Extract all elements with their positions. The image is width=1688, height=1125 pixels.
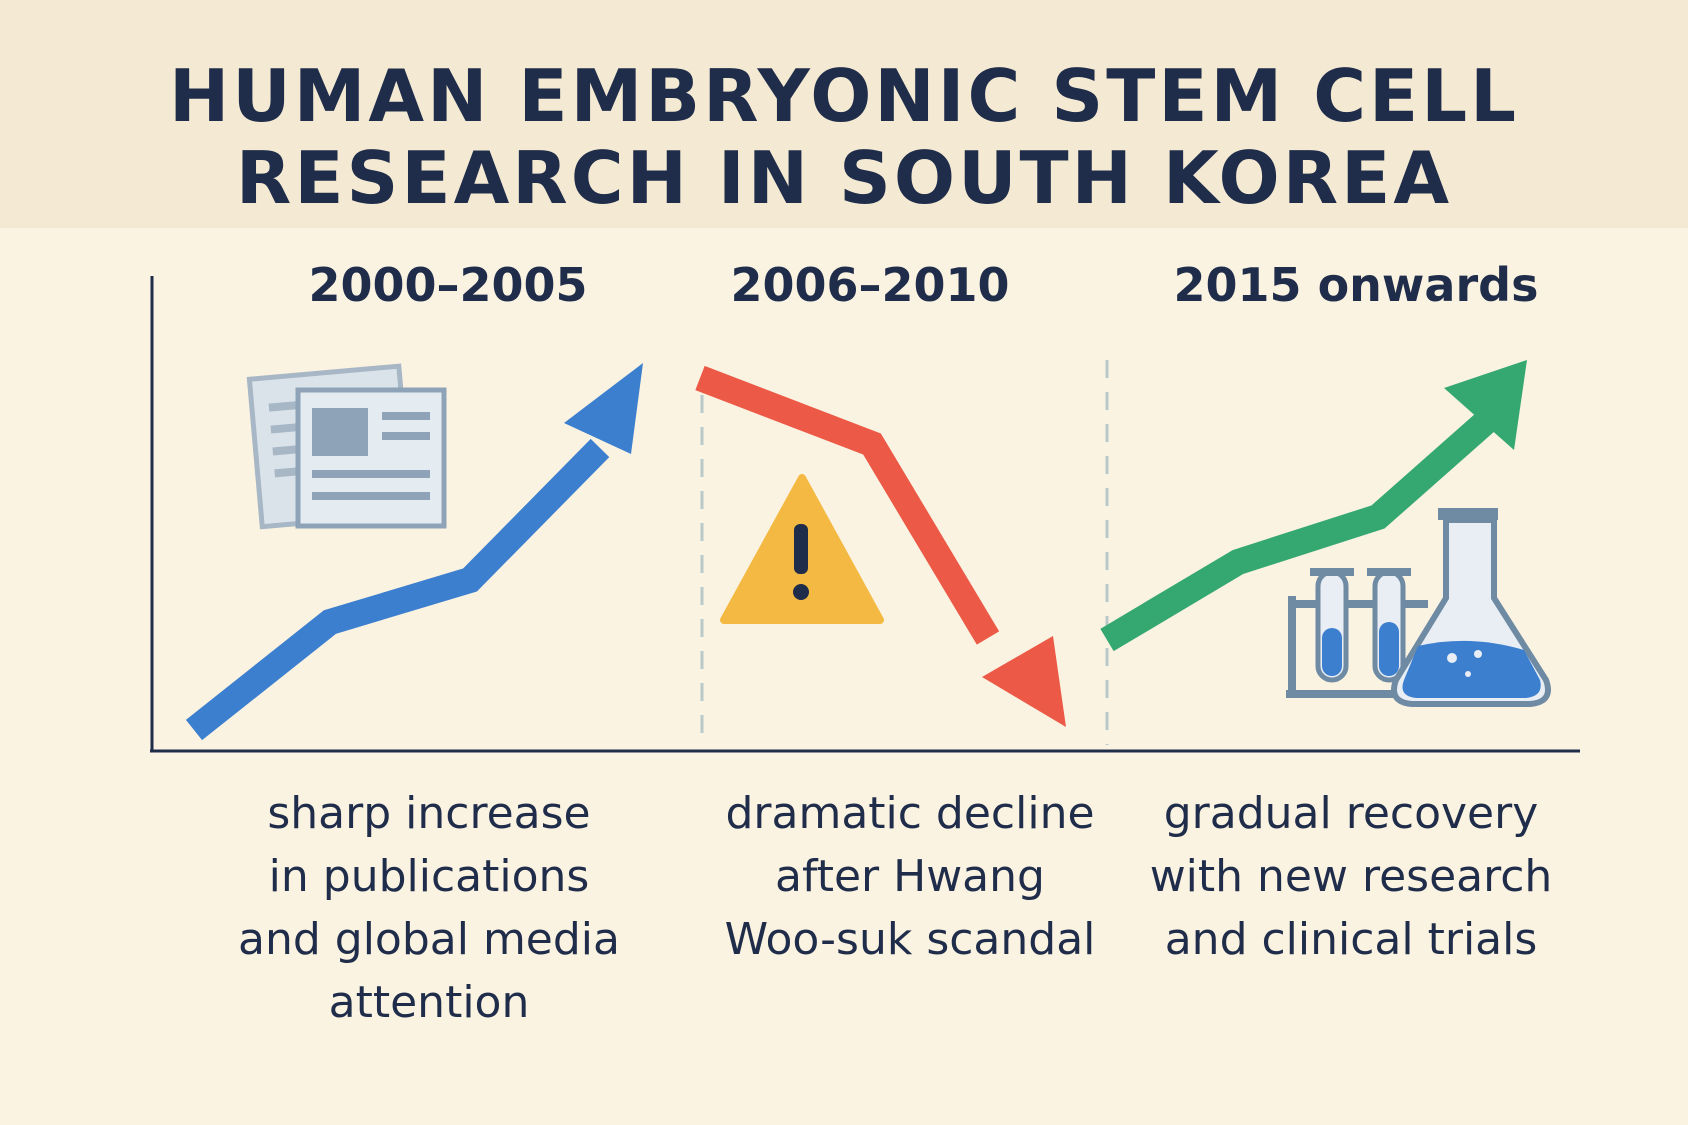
- lab-glassware-icon: [1286, 508, 1551, 707]
- period-label-2006-2010: 2006–2010: [730, 258, 1010, 312]
- description-line: attention: [328, 977, 530, 1028]
- description-line: Woo-suk scandal: [724, 914, 1096, 965]
- description-2015-onwards: gradual recovery with new research and c…: [1126, 782, 1576, 971]
- period-label-2000-2005: 2000–2005: [308, 258, 588, 312]
- title-band: [0, 0, 1688, 228]
- description-2000-2005: sharp increase in publications and globa…: [214, 782, 644, 1034]
- description-line: in publications: [268, 851, 590, 902]
- period-label-2015-onwards: 2015 onwards: [1173, 258, 1539, 312]
- description-line: dramatic decline: [725, 788, 1095, 839]
- description-line: after Hwang: [775, 851, 1045, 902]
- title-line-2: RESEARCH IN SOUTH KOREA: [235, 136, 1453, 220]
- recovery-arrow: [1100, 360, 1527, 652]
- newspaper-icon: [246, 363, 447, 530]
- increase-arrow: [185, 363, 643, 741]
- description-2006-2010: dramatic decline after Hwang Woo-suk sca…: [700, 782, 1120, 971]
- description-line: with new research: [1149, 851, 1553, 902]
- title-line-1: HUMAN EMBRYONIC STEM CELL: [168, 54, 1519, 138]
- warning-icon: [720, 474, 884, 624]
- decline-arrow: [695, 365, 1066, 727]
- description-line: gradual recovery: [1163, 788, 1539, 839]
- description-line: sharp increase: [267, 788, 591, 839]
- description-line: and global media: [238, 914, 620, 965]
- description-line: and clinical trials: [1164, 914, 1538, 965]
